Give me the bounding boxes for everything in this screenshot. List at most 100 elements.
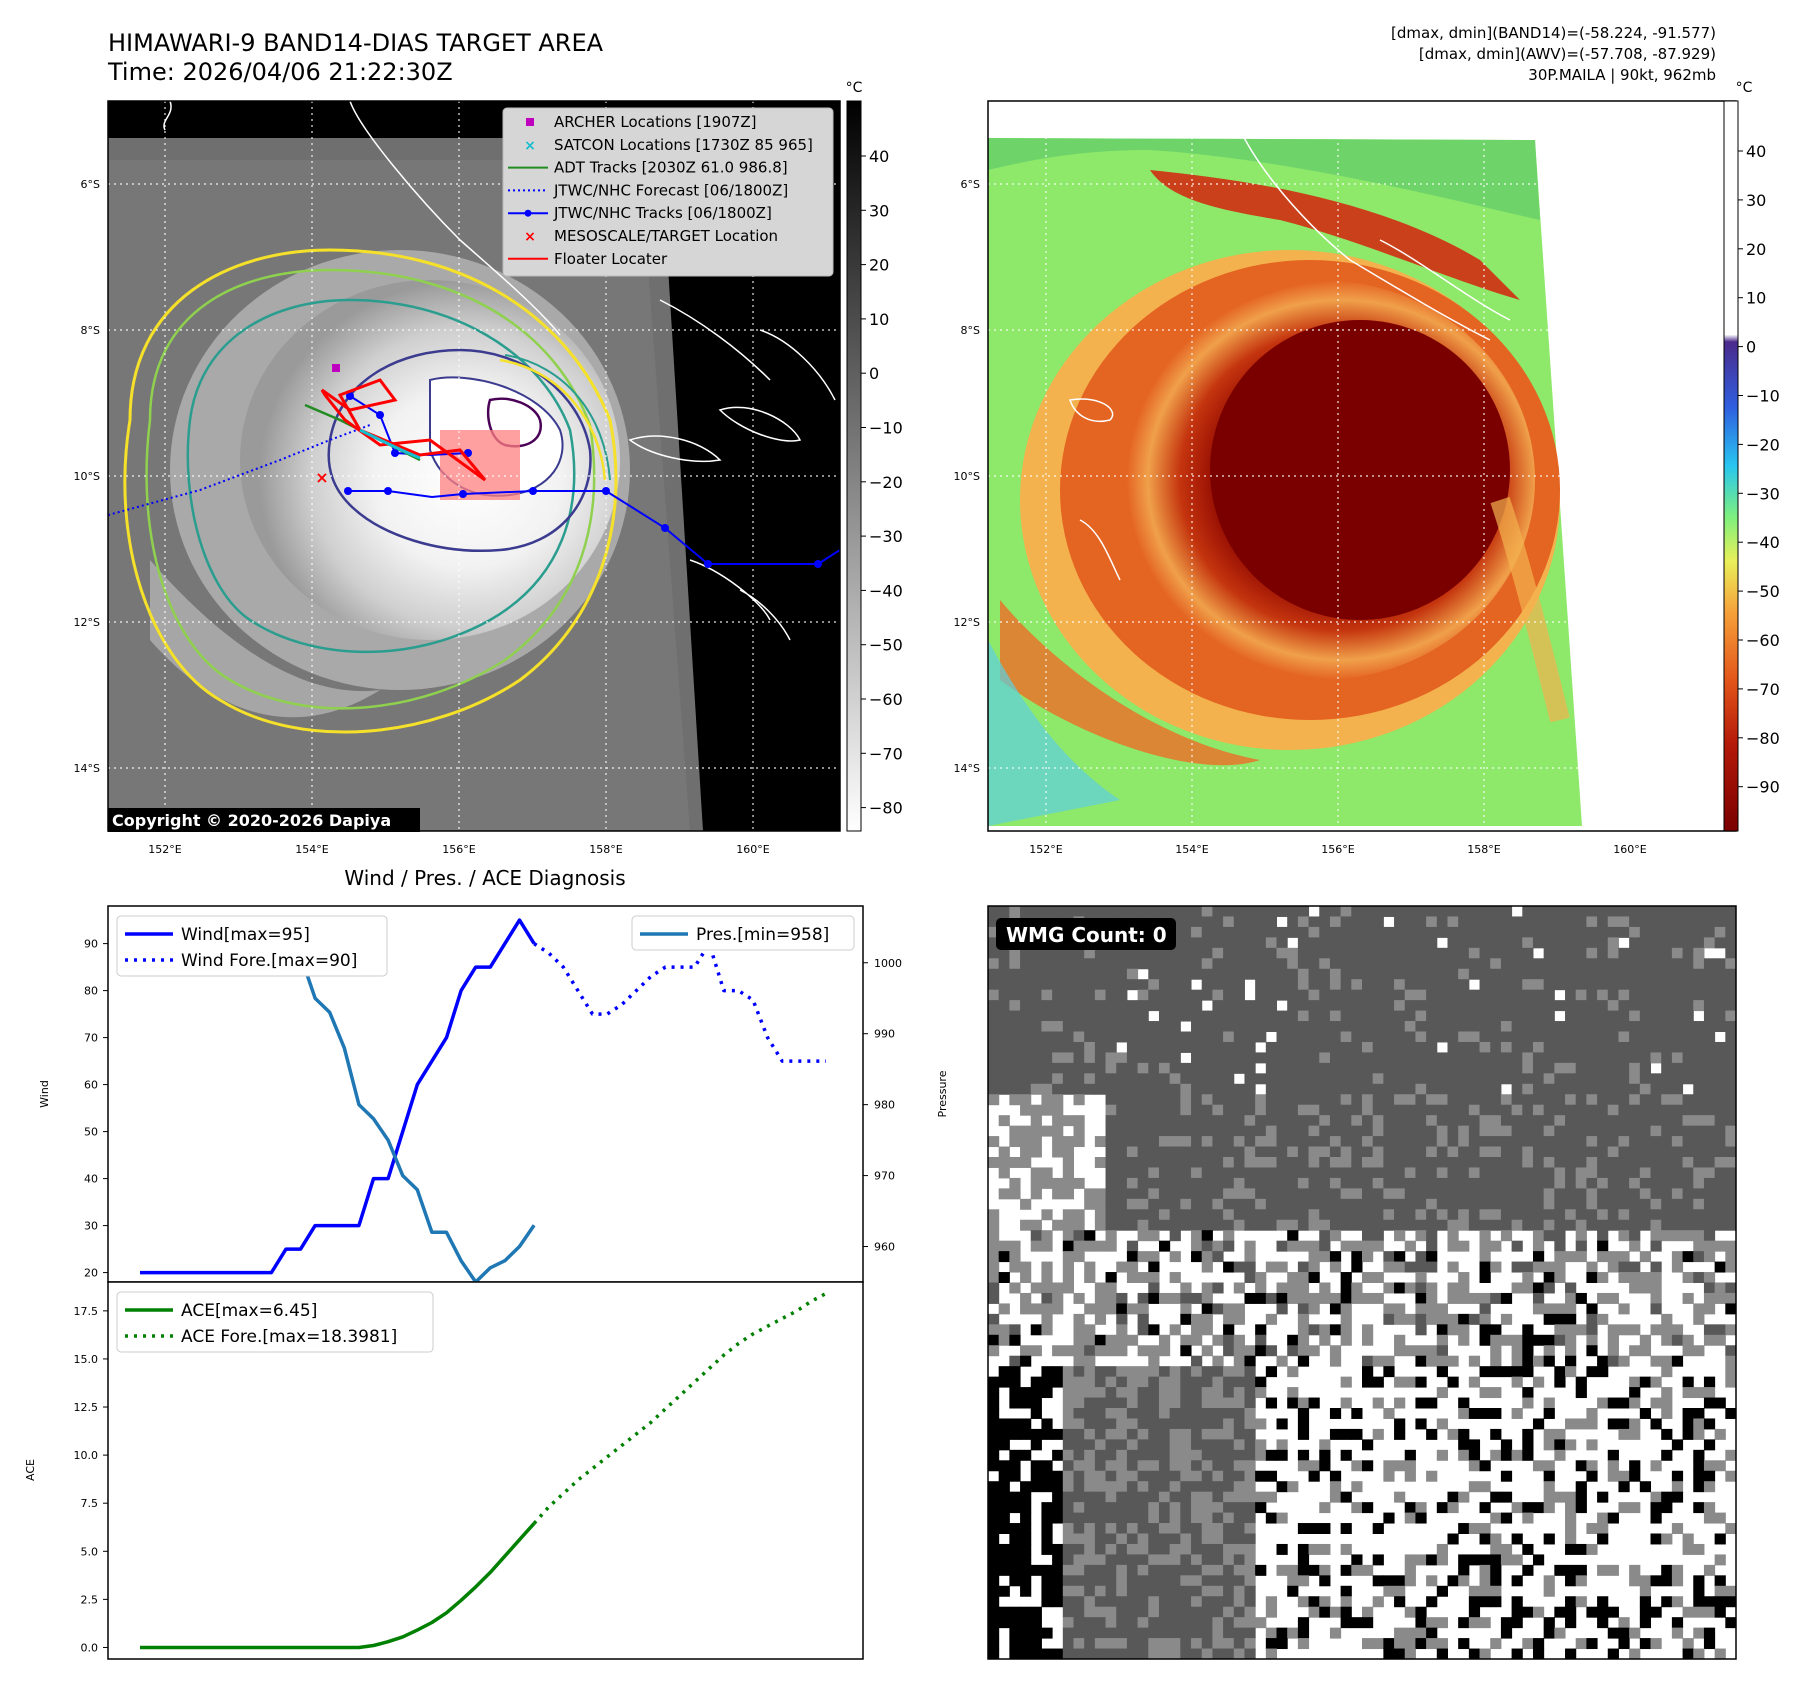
svg-text:×: × xyxy=(524,229,536,245)
wind-axis-tick: 80 xyxy=(84,985,98,998)
ace-axis-tick: 2.5 xyxy=(81,1593,99,1606)
satellite-lat-label: 14°S xyxy=(74,762,100,775)
wind-line xyxy=(140,918,536,1275)
awv-colorbar-tick: 20 xyxy=(1746,240,1766,259)
legend-entry: SATCON Locations [1730Z 85 965] xyxy=(554,136,813,154)
pressure-axis-tick: 960 xyxy=(874,1241,895,1254)
satellite-colorbar-unit: °C xyxy=(846,80,863,96)
awv-lat-label: 8°S xyxy=(961,324,980,337)
ace-line xyxy=(140,1522,536,1650)
awv-colorbar xyxy=(1723,100,1739,832)
pressure-axis-tick: 990 xyxy=(874,1028,895,1041)
awv-colorbar-tick: 10 xyxy=(1746,289,1766,308)
legend-entry: ARCHER Locations [1907Z] xyxy=(554,113,757,131)
chart-legend-entry: Pres.[min=958] xyxy=(696,925,829,945)
awv-colorbar-tick: −30 xyxy=(1746,484,1780,503)
wind-axis-tick: 50 xyxy=(84,1126,98,1139)
ace-axis-tick: 12.5 xyxy=(74,1401,99,1414)
satellite-colorbar-tick: 30 xyxy=(869,201,889,220)
target-marker: × xyxy=(315,468,328,487)
satellite-legend: ARCHER Locations [1907Z] × SATCON Location… xyxy=(502,107,834,277)
awv-colorbar-tick: 30 xyxy=(1746,191,1766,210)
figure-title: HIMAWARI-9 BAND14-DIAS TARGET AREA xyxy=(108,29,604,57)
satellite-lat-label: 6°S xyxy=(81,178,100,191)
satellite-colorbar-tick: 20 xyxy=(869,256,889,275)
pressure-axis-tick: 980 xyxy=(874,1099,895,1112)
awv-colorbar-unit: °C xyxy=(1736,80,1753,96)
satellite-colorbar-tick: −60 xyxy=(869,690,903,709)
ace-axis-tick: 7.5 xyxy=(81,1497,99,1510)
legend-entry: JTWC/NHC Tracks [06/1800Z] xyxy=(553,204,772,222)
satellite-colorbar-tick: −80 xyxy=(869,799,903,818)
legend-entry: ADT Tracks [2030Z 61.0 986.8] xyxy=(554,159,788,177)
awv-colorbar-tick: 0 xyxy=(1746,338,1756,357)
awv-lon-label: 156°E xyxy=(1321,843,1354,856)
wind-pressure-chart: 20 30 40 50 60 70 80 90 960 970 980 990 1000 Wind Pr… xyxy=(38,905,949,1283)
awv-colorbar-tick: −80 xyxy=(1746,729,1780,748)
ace-axis-tick: 0.0 xyxy=(81,1641,99,1654)
satellite-colorbar-tick: 10 xyxy=(869,310,889,329)
satellite-lon-label: 160°E xyxy=(736,843,769,856)
satellite-colorbar-tick: −40 xyxy=(869,581,903,600)
satellite-lon-label: 154°E xyxy=(295,843,328,856)
satellite-colorbar-tick: −10 xyxy=(869,419,903,438)
satellite-lon-label: 152°E xyxy=(148,843,181,856)
awv-colorbar-tick: 40 xyxy=(1746,142,1766,161)
storm-info: 30P.MAILA | 90kt, 962mb xyxy=(1528,66,1716,84)
satellite-lat-label: 12°S xyxy=(74,616,100,629)
satellite-colorbar-tick: 0 xyxy=(869,364,879,383)
band14-stat: [dmax, dmin](BAND14)=(-58.224, -91.577) xyxy=(1391,24,1716,42)
awv-lat-label: 14°S xyxy=(954,762,980,775)
awv-lat-label: 12°S xyxy=(954,616,980,629)
awv-colorbar-tick: −50 xyxy=(1746,582,1780,601)
awv-colorbar-tick: −10 xyxy=(1746,387,1780,406)
chart-legend-entry: ACE[max=6.45] xyxy=(181,1301,317,1321)
satellite-lon-label: 158°E xyxy=(589,843,622,856)
wind-forecast-line xyxy=(533,941,826,1063)
ace-axis-label: ACE xyxy=(24,1459,37,1481)
chart-legend-entry: Wind[max=95] xyxy=(181,925,310,945)
ace-axis-tick: 17.5 xyxy=(74,1305,99,1318)
awv-lon-label: 152°E xyxy=(1029,843,1062,856)
pressure-axis-tick: 1000 xyxy=(874,957,902,970)
chart-legend-entry: ACE Fore.[max=18.3981] xyxy=(181,1327,397,1347)
wind-axis-tick: 30 xyxy=(84,1220,98,1233)
wind-axis-label: Wind xyxy=(38,1080,51,1108)
archer-marker xyxy=(332,364,340,372)
awv-stat: [dmax, dmin](AWV)=(-57.708, -87.929) xyxy=(1419,45,1716,63)
legend-entry: MESOSCALE/TARGET Location xyxy=(554,227,778,245)
figure-time: Time: 2026/04/06 21:22:30Z xyxy=(107,58,453,86)
satellite-colorbar-tick: −20 xyxy=(869,473,903,492)
ace-axis-tick: 5.0 xyxy=(81,1545,99,1558)
satellite-lat-label: 10°S xyxy=(74,470,100,483)
satellite-panel: × Copyright © 2020-2026 Dapiya ARCHER Lo… xyxy=(74,80,903,856)
ace-chart: 0.0 2.5 5.0 7.5 10.0 12.5 15.0 17.5 ACE ACE[max… xyxy=(24,1281,864,1660)
awv-colorbar-tick: −20 xyxy=(1746,435,1780,454)
satellite-colorbar-tick: −50 xyxy=(869,636,903,655)
svg-text:×: × xyxy=(524,138,536,154)
wind-axis-tick: 40 xyxy=(84,1173,98,1186)
awv-lon-label: 154°E xyxy=(1175,843,1208,856)
legend-entry: JTWC/NHC Forecast [06/1800Z] xyxy=(553,181,788,199)
satellite-colorbar-tick: 40 xyxy=(869,147,889,166)
awv-colorbar-tick: −40 xyxy=(1746,533,1780,552)
wmg-count-label: WMG Count: 0 xyxy=(1006,923,1167,947)
awv-colorbar-tick: −70 xyxy=(1746,680,1780,699)
chart-legend-entry: Wind Fore.[max=90] xyxy=(181,951,357,971)
ace-forecast-line xyxy=(532,1291,827,1525)
wmg-panel: WMG Count: 0 xyxy=(987,905,1737,1660)
wind-axis-tick: 90 xyxy=(84,938,98,951)
awv-lat-label: 6°S xyxy=(961,178,980,191)
pressure-axis-label: Pressure xyxy=(936,1070,949,1117)
wind-axis-tick: 20 xyxy=(84,1267,98,1280)
awv-lon-label: 160°E xyxy=(1613,843,1646,856)
awv-lat-label: 10°S xyxy=(954,470,980,483)
pressure-axis-tick: 970 xyxy=(874,1170,895,1183)
satellite-colorbar xyxy=(846,100,862,832)
awv-colorbar-tick: −60 xyxy=(1746,631,1780,650)
ace-axis-tick: 10.0 xyxy=(74,1449,99,1462)
satellite-colorbar-tick: −30 xyxy=(869,527,903,546)
awv-colorbar-tick: −90 xyxy=(1746,778,1780,797)
diagnosis-title: Wind / Pres. / ACE Diagnosis xyxy=(344,866,625,890)
